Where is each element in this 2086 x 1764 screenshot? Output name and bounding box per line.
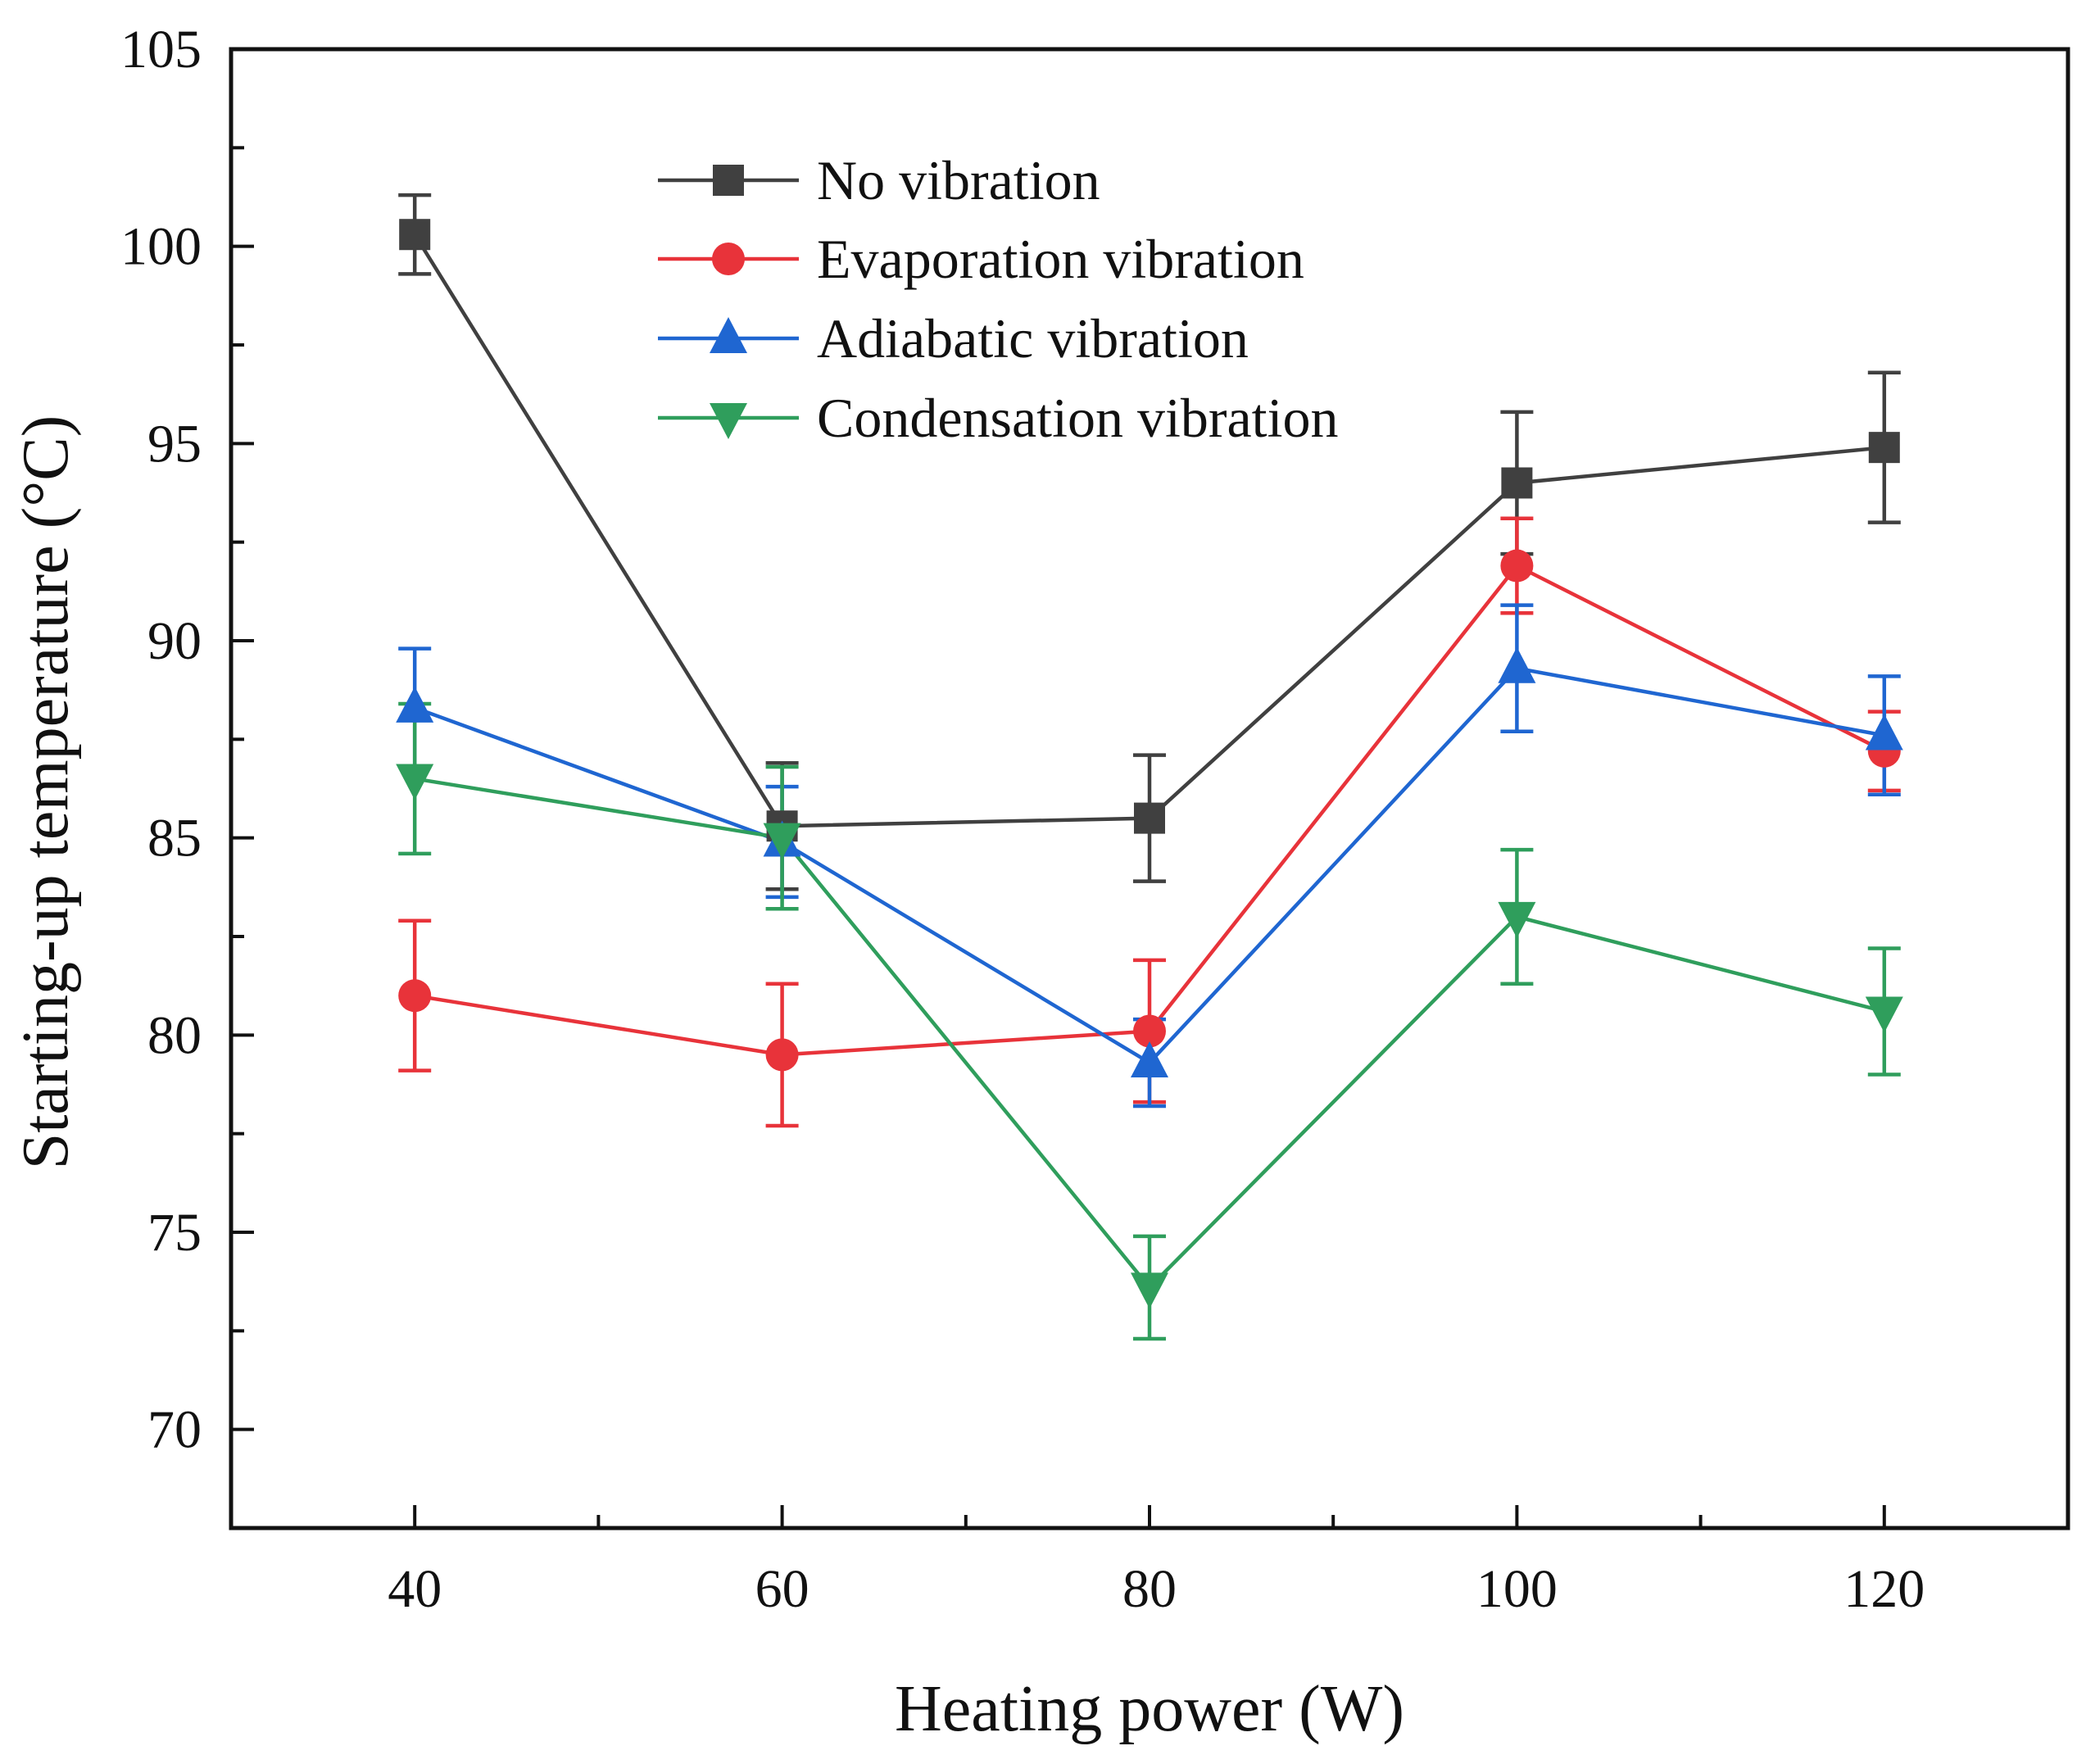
legend-label: Evaporation vibration bbox=[817, 228, 1304, 290]
x-tick-label: 40 bbox=[388, 1559, 442, 1619]
x-tick-label: 120 bbox=[1843, 1559, 1925, 1619]
data-point-adiabatic-vibration bbox=[1498, 646, 1536, 683]
data-point-evaporation-vibration bbox=[1500, 549, 1534, 583]
legend-marker-circle bbox=[712, 243, 745, 275]
data-point-adiabatic-vibration bbox=[396, 686, 434, 723]
legend-marker-triangle-down bbox=[710, 403, 747, 439]
data-point-evaporation-vibration bbox=[1133, 1014, 1166, 1048]
data-markers bbox=[396, 219, 1903, 1309]
legend-item-adiabatic-vibration: Adiabatic vibration bbox=[658, 307, 1249, 370]
data-point-adiabatic-vibration bbox=[1865, 714, 1903, 750]
x-axis: 40 60 80 100 120 bbox=[388, 1505, 1925, 1619]
legend-label: Adiabatic vibration bbox=[817, 307, 1249, 370]
y-tick-label: 90 bbox=[147, 611, 202, 671]
data-point-no-vibration bbox=[1501, 467, 1533, 499]
legend-item-condensation-vibration: Condensation vibration bbox=[658, 387, 1338, 449]
data-point-condensation-vibration bbox=[1498, 901, 1536, 938]
y-axis-title: Starting-up temperature (°C) bbox=[10, 415, 82, 1170]
legend-marker-square bbox=[713, 165, 744, 196]
legend: No vibration Evaporation vibration Adiabat… bbox=[658, 149, 1338, 449]
y-tick-label: 105 bbox=[120, 20, 202, 79]
data-point-condensation-vibration bbox=[1865, 996, 1903, 1033]
y-tick-label: 80 bbox=[147, 1005, 202, 1065]
data-point-evaporation-vibration bbox=[765, 1038, 799, 1072]
x-tick-label: 80 bbox=[1122, 1559, 1177, 1619]
data-point-no-vibration bbox=[1134, 802, 1165, 834]
data-point-no-vibration bbox=[399, 219, 431, 251]
data-point-adiabatic-vibration bbox=[1131, 1041, 1168, 1078]
data-point-condensation-vibration bbox=[396, 764, 434, 800]
y-tick-label: 75 bbox=[147, 1203, 202, 1263]
x-tick-label: 60 bbox=[755, 1559, 809, 1619]
legend-item-evaporation-vibration: Evaporation vibration bbox=[658, 228, 1304, 290]
legend-marker-triangle-up bbox=[710, 317, 747, 353]
y-tick-label: 70 bbox=[147, 1400, 202, 1460]
y-tick-label: 100 bbox=[120, 217, 202, 277]
legend-label: Condensation vibration bbox=[817, 387, 1338, 449]
data-point-no-vibration bbox=[1868, 432, 1900, 464]
x-tick-label: 100 bbox=[1476, 1559, 1558, 1619]
data-point-evaporation-vibration bbox=[398, 979, 432, 1013]
data-point-condensation-vibration bbox=[763, 823, 801, 859]
x-axis-title: Heating power (W) bbox=[895, 1673, 1404, 1745]
y-tick-label: 95 bbox=[147, 414, 202, 474]
y-tick-label: 85 bbox=[147, 809, 202, 868]
data-point-condensation-vibration bbox=[1131, 1272, 1168, 1309]
legend-label: No vibration bbox=[817, 149, 1100, 211]
y-axis: 70 75 80 85 90 95 100 105 bbox=[120, 20, 254, 1460]
legend-item-no-vibration: No vibration bbox=[658, 149, 1100, 211]
